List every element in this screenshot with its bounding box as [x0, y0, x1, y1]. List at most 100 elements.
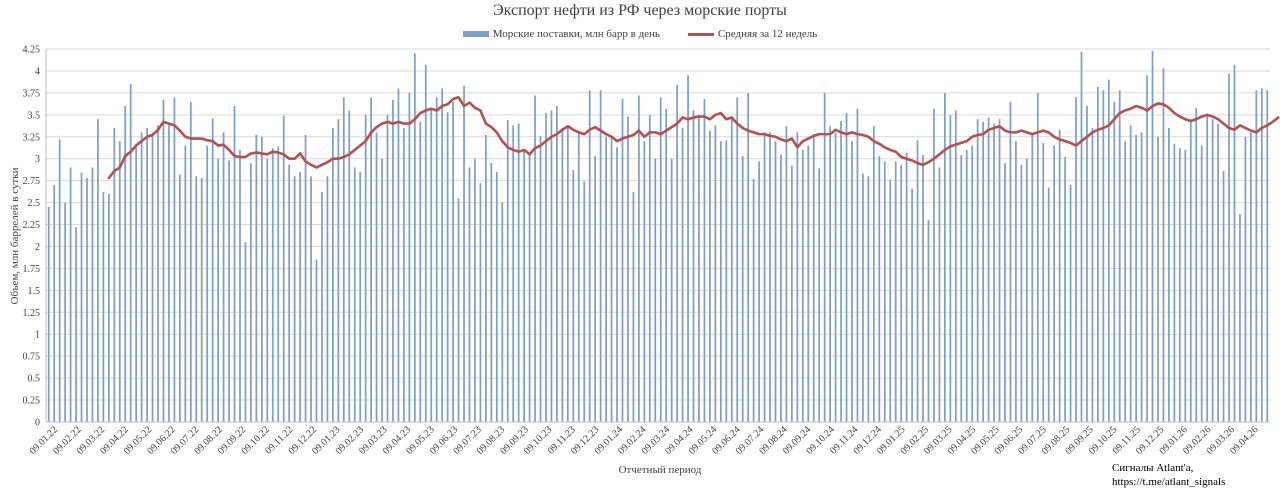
bar — [719, 141, 722, 422]
bar — [206, 145, 209, 422]
bar — [998, 119, 1001, 422]
bar — [807, 145, 810, 422]
bar — [441, 88, 444, 423]
bar — [490, 163, 493, 422]
bar — [763, 132, 766, 422]
bar — [271, 148, 274, 422]
bar — [840, 120, 842, 423]
bar — [80, 172, 83, 422]
bar — [1206, 114, 1209, 422]
bar — [348, 110, 351, 422]
bar — [474, 158, 476, 423]
y-tick-label: 3 — [35, 154, 40, 165]
chart-title: Экспорт нефти из РФ через морские порты — [493, 2, 787, 19]
bar — [1228, 73, 1230, 422]
bar — [1097, 86, 1099, 422]
bar — [233, 106, 236, 422]
bar — [1118, 90, 1121, 422]
bar — [91, 167, 94, 422]
bar — [818, 168, 821, 422]
bar — [1162, 68, 1165, 423]
bar — [949, 114, 952, 422]
bar — [550, 110, 553, 422]
line-series — [107, 95, 1280, 180]
bar — [774, 141, 777, 422]
bar — [397, 88, 400, 423]
bar — [676, 84, 678, 423]
bar — [485, 135, 487, 423]
bar — [730, 116, 733, 422]
bar — [195, 176, 198, 422]
bar — [250, 163, 252, 422]
bar — [140, 132, 143, 422]
bar — [315, 259, 318, 422]
bar — [1250, 132, 1252, 422]
y-tick-label: 3.75 — [23, 88, 41, 99]
bar — [791, 165, 793, 423]
bar — [725, 140, 728, 422]
bar — [616, 147, 618, 423]
bar — [1151, 50, 1154, 422]
bar — [359, 171, 362, 422]
bar — [933, 108, 935, 423]
y-tick-label: 1.75 — [23, 264, 41, 275]
bar — [1266, 90, 1269, 422]
bar — [1189, 119, 1192, 422]
bar — [605, 136, 607, 422]
bar — [364, 114, 367, 422]
bar — [370, 97, 372, 422]
y-tick-label: 4.25 — [23, 45, 41, 56]
bar — [118, 141, 121, 422]
bar — [927, 220, 930, 422]
bar — [670, 158, 673, 423]
bar — [1064, 156, 1066, 422]
bar — [446, 112, 449, 423]
bar — [911, 188, 913, 422]
bar — [1184, 149, 1187, 422]
x-axis-label: Отчетный период — [618, 464, 702, 476]
bar — [905, 152, 908, 422]
bar — [801, 149, 804, 422]
bar — [501, 202, 504, 422]
bar — [1004, 163, 1006, 422]
bar — [113, 127, 116, 423]
bar — [556, 106, 558, 422]
bar — [703, 99, 706, 422]
bar — [168, 123, 170, 422]
bar — [1211, 119, 1214, 422]
bar — [780, 154, 782, 423]
y-tick-label: 3.5 — [28, 110, 41, 121]
legend-item-line: Средняя за 12 недель — [687, 28, 817, 40]
bar — [430, 108, 433, 423]
bar — [659, 97, 662, 422]
bar — [304, 135, 307, 423]
bar — [435, 97, 438, 422]
bar — [200, 178, 203, 422]
bar — [523, 149, 525, 422]
bar — [561, 127, 564, 423]
bar — [960, 155, 963, 422]
bar — [86, 178, 88, 422]
bar — [424, 64, 427, 423]
bar — [714, 125, 717, 423]
bar — [353, 167, 356, 422]
y-tick-labels: 0 0.25 0.5 0.75 1 1.25 1.5 1.75 2 2.25 2.5 2.75 3 3.2… — [23, 45, 41, 429]
bar — [577, 131, 580, 422]
bar — [1025, 158, 1028, 423]
bar — [310, 176, 312, 422]
bar — [222, 132, 225, 422]
x-tick-labels: 09.01.2209.02.2209.03.2209.04.2209.05.22… — [28, 424, 1261, 457]
bar — [1178, 148, 1181, 422]
bar — [1015, 141, 1017, 422]
bar — [53, 185, 56, 422]
bar — [610, 136, 613, 422]
bar — [812, 134, 815, 422]
bar — [452, 101, 454, 423]
y-tick-label: 2.75 — [23, 176, 41, 187]
grid-lines — [46, 48, 1270, 423]
bar — [709, 130, 711, 423]
bar — [747, 92, 750, 422]
y-axis-label: Объем, млн баррелей в сутки — [9, 167, 21, 305]
bar — [173, 97, 176, 422]
bar — [517, 123, 520, 422]
